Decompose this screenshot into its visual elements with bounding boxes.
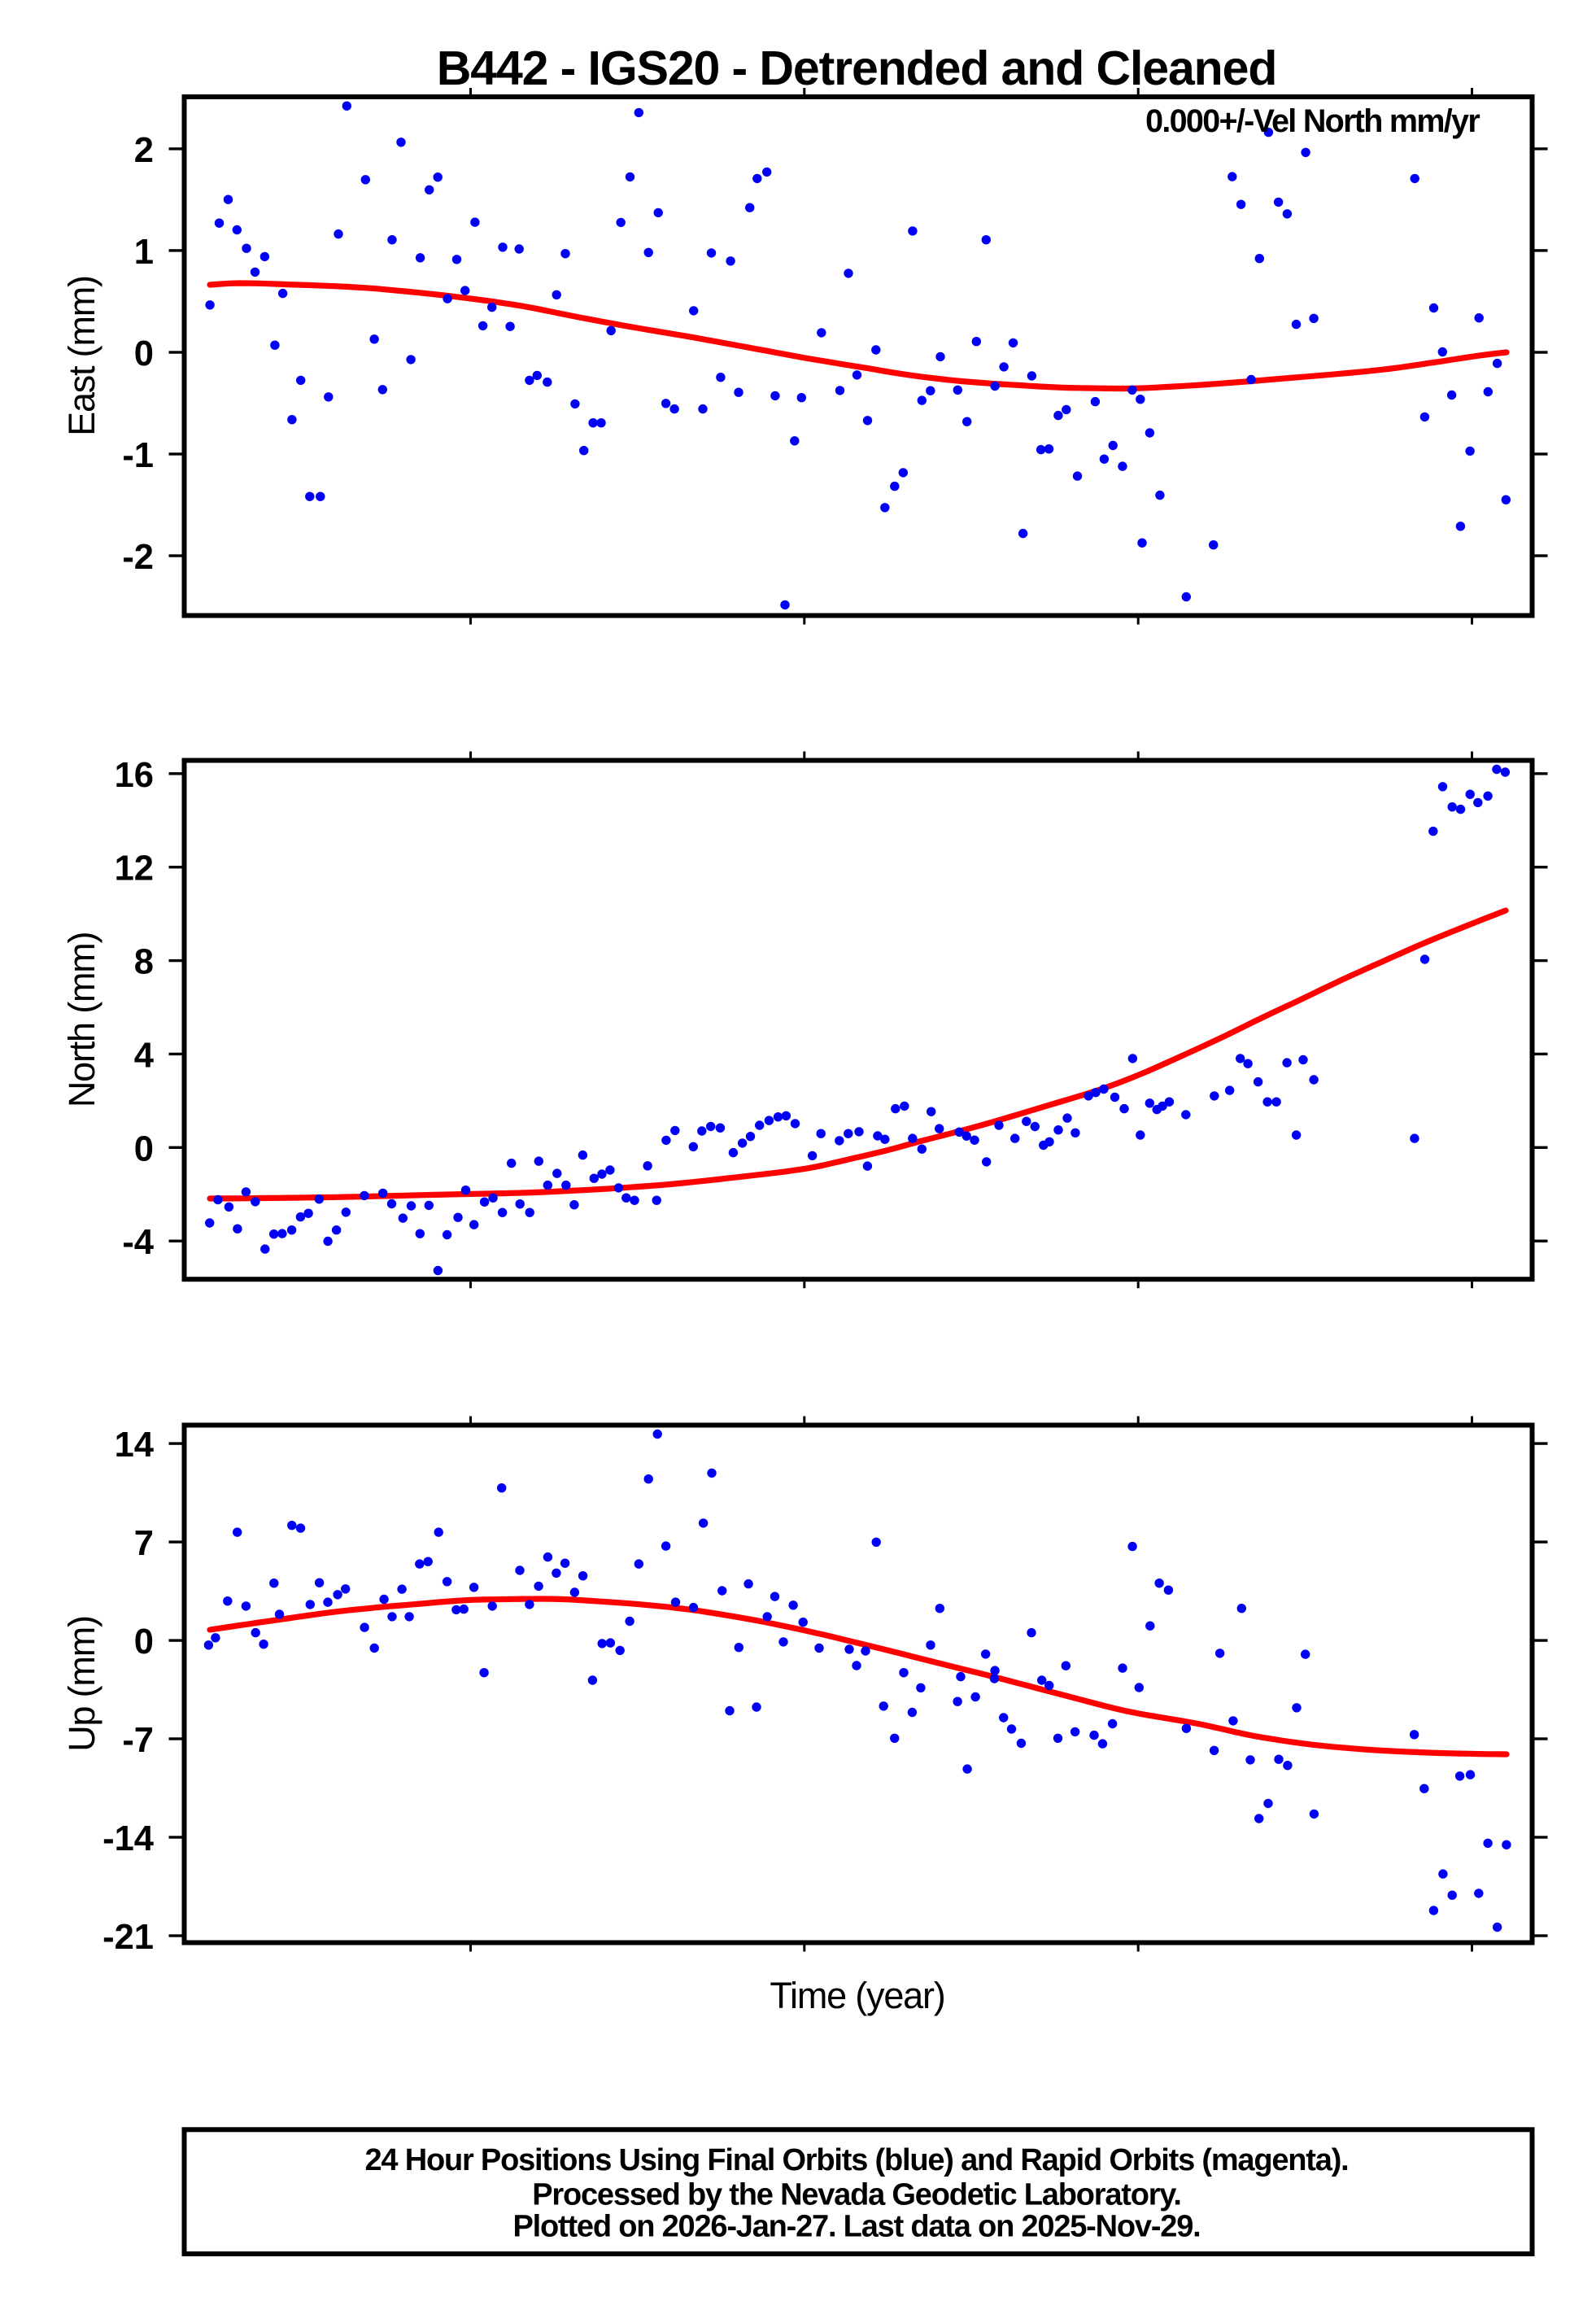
svg-text:24 Hour Positions Using Final: 24 Hour Positions Using Final Orbits (bl… <box>364 2143 1348 2177</box>
svg-text:7: 7 <box>134 1524 154 1563</box>
svg-text:1: 1 <box>134 233 154 272</box>
svg-text:East (mm): East (mm) <box>61 276 102 436</box>
svg-text:16: 16 <box>115 756 154 795</box>
svg-text:0: 0 <box>134 1622 154 1662</box>
svg-text:Plotted on 2026-Jan-27. Last d: Plotted on 2026-Jan-27. Last data on 202… <box>512 2210 1200 2244</box>
svg-text:-4: -4 <box>122 1223 154 1262</box>
svg-text:B442 - IGS20 - Detrended and C: B442 - IGS20 - Detrended and Cleaned <box>437 41 1277 95</box>
svg-text:Up (mm): Up (mm) <box>61 1616 102 1752</box>
svg-text:4: 4 <box>134 1036 154 1075</box>
svg-text:Time (year): Time (year) <box>770 1975 944 2016</box>
svg-text:0.000+/-Vel North mm/yr: 0.000+/-Vel North mm/yr <box>1145 103 1480 139</box>
svg-text:-7: -7 <box>122 1721 154 1760</box>
svg-text:8: 8 <box>134 943 154 982</box>
svg-text:-2: -2 <box>122 538 154 577</box>
svg-text:-14: -14 <box>102 1819 154 1858</box>
svg-text:14: 14 <box>115 1426 154 1465</box>
svg-text:2: 2 <box>134 131 154 170</box>
svg-text:0: 0 <box>134 334 154 373</box>
svg-text:-21: -21 <box>102 1918 154 1957</box>
svg-text:12: 12 <box>115 849 154 889</box>
svg-text:0: 0 <box>134 1129 154 1168</box>
svg-text:-1: -1 <box>122 436 154 475</box>
svg-text:Processed by the Nevada Geodet: Processed by the Nevada Geodetic Laborat… <box>532 2178 1181 2212</box>
svg-text:North (mm): North (mm) <box>61 932 102 1107</box>
